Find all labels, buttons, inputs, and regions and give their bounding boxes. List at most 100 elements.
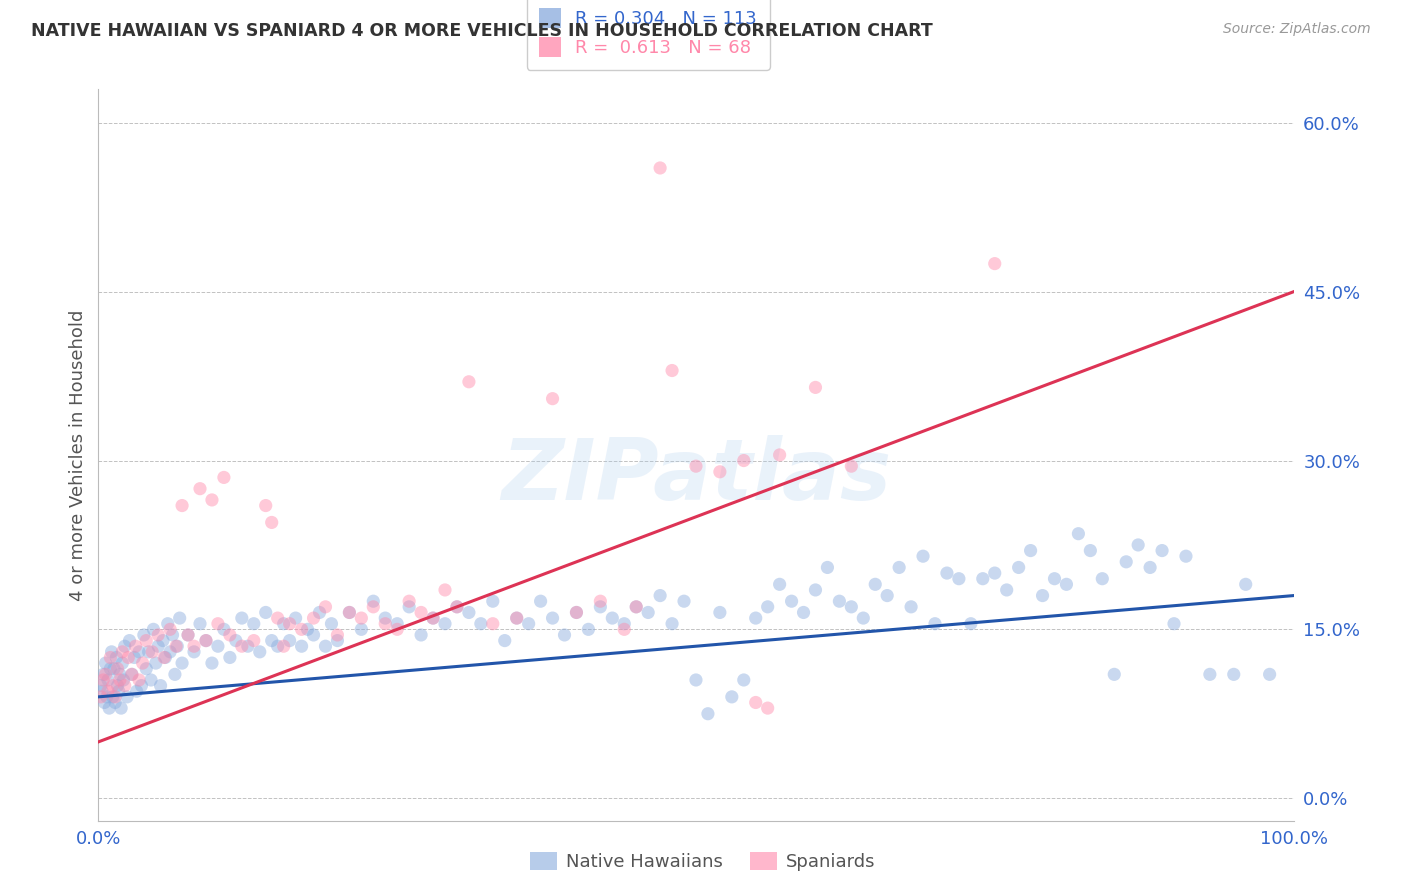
Point <box>889 560 911 574</box>
Point <box>273 616 295 631</box>
Point <box>291 639 314 653</box>
Point <box>169 611 191 625</box>
Point <box>626 599 648 614</box>
Point <box>254 499 277 513</box>
Point <box>98 701 121 715</box>
Point <box>936 566 959 580</box>
Point <box>565 606 588 620</box>
Point <box>804 380 827 394</box>
Point <box>494 633 516 648</box>
Point <box>188 616 211 631</box>
Point <box>97 673 120 687</box>
Point <box>96 690 118 704</box>
Point <box>284 611 307 625</box>
Point <box>721 690 744 704</box>
Point <box>446 599 468 614</box>
Point <box>1008 560 1031 574</box>
Point <box>385 616 409 631</box>
Point <box>458 375 481 389</box>
Point <box>1258 667 1281 681</box>
Point <box>201 492 224 507</box>
Text: ZIPatlas: ZIPatlas <box>501 435 891 518</box>
Point <box>188 482 211 496</box>
Point <box>1067 526 1090 541</box>
Point <box>756 599 779 614</box>
Point <box>517 616 540 631</box>
Point <box>107 679 129 693</box>
Point <box>1128 538 1150 552</box>
Point <box>100 645 122 659</box>
Point <box>103 662 125 676</box>
Point <box>1032 589 1054 603</box>
Point <box>1104 667 1126 681</box>
Point <box>91 684 114 698</box>
Point <box>841 459 863 474</box>
Point <box>207 639 229 653</box>
Point <box>804 582 827 597</box>
Point <box>709 606 731 620</box>
Point <box>111 645 134 659</box>
Point <box>398 599 420 614</box>
Point <box>131 656 153 670</box>
Point <box>114 679 136 693</box>
Point <box>159 645 181 659</box>
Point <box>112 673 135 687</box>
Point <box>1080 543 1102 558</box>
Point <box>793 606 815 620</box>
Point <box>153 650 176 665</box>
Point <box>446 599 468 614</box>
Point <box>506 611 529 625</box>
Point <box>733 453 755 467</box>
Point <box>177 628 200 642</box>
Point <box>156 616 179 631</box>
Point <box>104 690 127 704</box>
Point <box>94 667 117 681</box>
Point <box>578 623 600 637</box>
Point <box>733 673 755 687</box>
Point <box>1019 543 1042 558</box>
Point <box>121 667 143 681</box>
Point <box>960 616 983 631</box>
Point <box>1199 667 1222 681</box>
Point <box>90 690 112 704</box>
Point <box>98 662 122 676</box>
Point <box>138 645 160 659</box>
Text: Source: ZipAtlas.com: Source: ZipAtlas.com <box>1223 22 1371 37</box>
Point <box>302 611 325 625</box>
Point <box>995 582 1018 597</box>
Point <box>924 616 946 631</box>
Point <box>363 599 385 614</box>
Point <box>637 606 659 620</box>
Point <box>530 594 553 608</box>
Point <box>745 611 768 625</box>
Point <box>139 673 162 687</box>
Point <box>177 628 200 642</box>
Point <box>339 606 361 620</box>
Point <box>165 639 187 653</box>
Point <box>422 611 444 625</box>
Point <box>166 639 188 653</box>
Point <box>225 633 247 648</box>
Point <box>135 633 157 648</box>
Text: NATIVE HAWAIIAN VS SPANIARD 4 OR MORE VEHICLES IN HOUSEHOLD CORRELATION CHART: NATIVE HAWAIIAN VS SPANIARD 4 OR MORE VE… <box>31 22 932 40</box>
Point <box>1175 549 1198 564</box>
Point <box>97 684 120 698</box>
Point <box>972 572 994 586</box>
Point <box>685 459 707 474</box>
Point <box>780 594 803 608</box>
Point <box>363 594 385 608</box>
Point <box>243 633 266 648</box>
Point <box>685 673 707 687</box>
Point <box>114 639 136 653</box>
Point <box>1163 616 1185 631</box>
Point <box>434 616 457 631</box>
Point <box>105 650 128 665</box>
Point <box>828 594 851 608</box>
Point <box>159 623 181 637</box>
Point <box>207 616 229 631</box>
Point <box>984 566 1007 580</box>
Point <box>350 623 373 637</box>
Point <box>302 628 325 642</box>
Point <box>249 645 271 659</box>
Point <box>148 628 170 642</box>
